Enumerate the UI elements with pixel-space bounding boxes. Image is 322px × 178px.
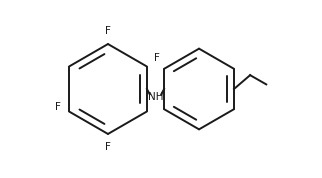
Text: F: F [105, 26, 111, 36]
Text: F: F [154, 53, 160, 63]
Text: NH: NH [148, 92, 163, 102]
Text: F: F [54, 102, 61, 112]
Text: F: F [105, 142, 111, 152]
